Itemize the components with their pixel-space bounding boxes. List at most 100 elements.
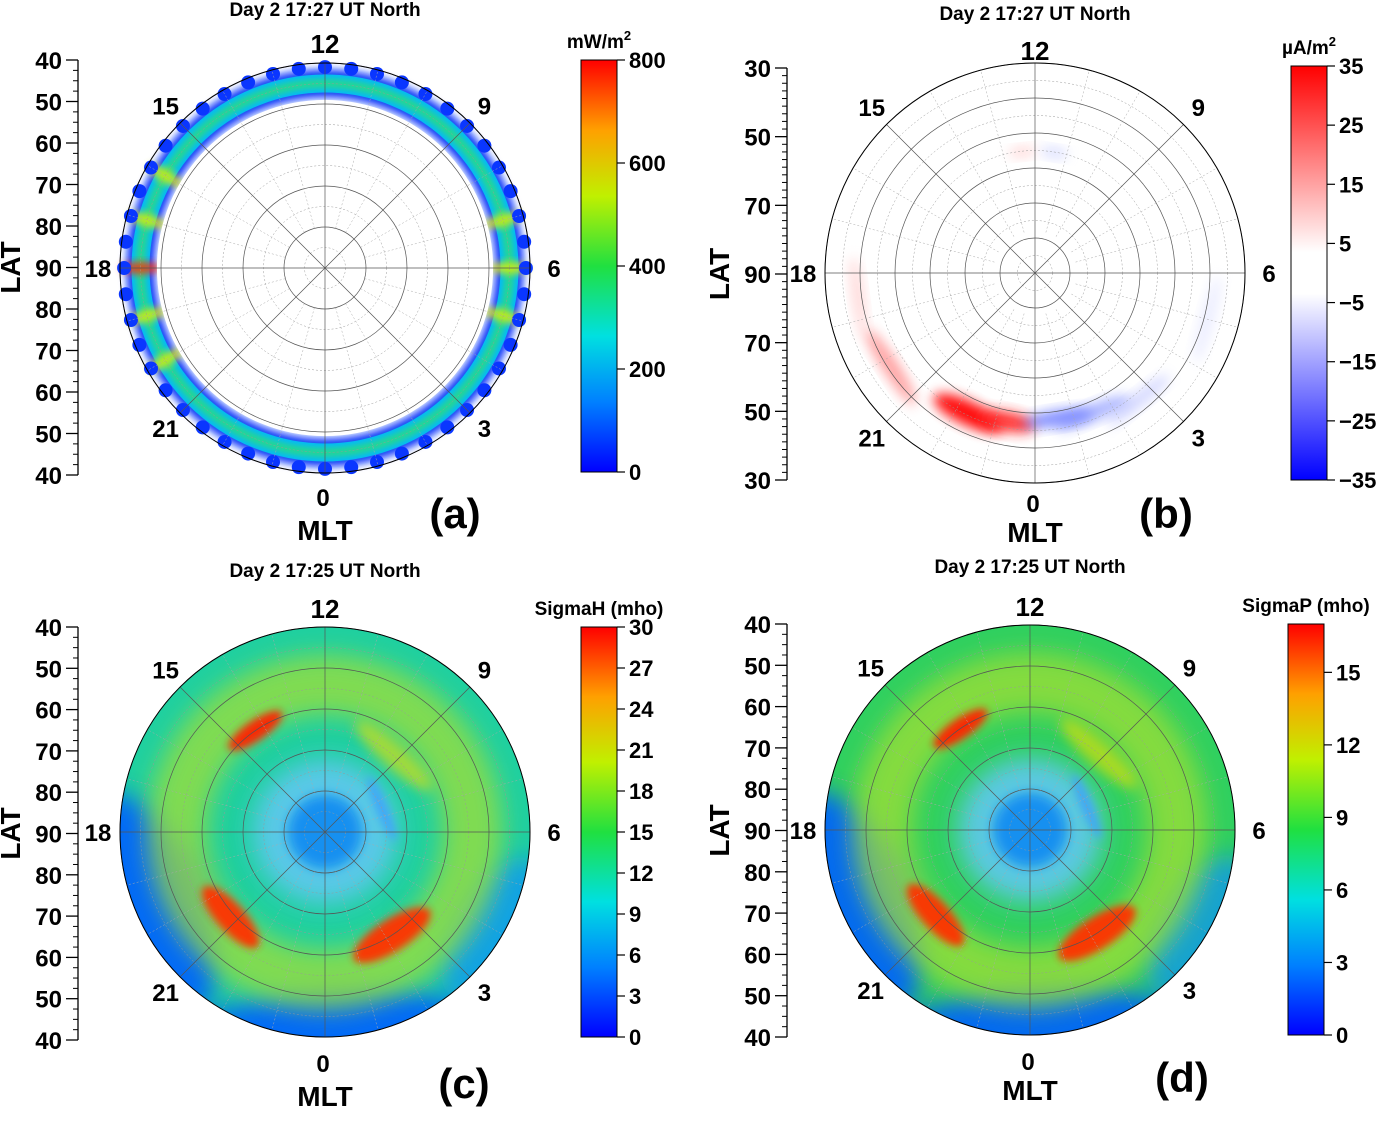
mlt-grid-spoke-minor — [360, 165, 503, 248]
lat-tick-label: 80 — [35, 863, 62, 890]
mlt-grid-spoke-minor — [1075, 283, 1238, 328]
lat-tick-label: 50 — [744, 125, 771, 152]
lat-tick-label: 30 — [744, 56, 771, 83]
mlt-grid-spoke — [324, 267, 471, 414]
flux-ring-edge — [491, 160, 506, 175]
mlt-grid-spoke-minor — [271, 633, 315, 793]
colorbar-tick-label: 3 — [1336, 950, 1348, 975]
polar-outline — [824, 62, 1246, 484]
mlt-label-0: 0 — [1026, 491, 1039, 518]
mlt-grid-spoke-minor — [832, 218, 995, 263]
flux-ring-edge — [418, 87, 433, 102]
colorbar-tick-label: −15 — [1339, 350, 1376, 375]
fac-dayside-up — [1008, 146, 1037, 158]
mlt-grid-spoke — [1029, 829, 1176, 976]
mlt-grid-spoke-minor — [147, 165, 290, 248]
lat-tick-label: 90 — [35, 822, 62, 849]
lat-tick-label: 50 — [35, 987, 62, 1014]
mlt-label-15: 15 — [152, 657, 179, 684]
mlt-grid-spoke-minor — [832, 283, 995, 328]
mlt-label-12: 12 — [1016, 592, 1045, 622]
mlt-label-0: 0 — [316, 1051, 329, 1078]
flux-ring-edge — [440, 101, 455, 116]
mlt-grid-spoke-minor — [980, 313, 1025, 476]
mlt-grid-spoke-minor — [147, 729, 290, 812]
lat-axis-title: LAT — [704, 248, 735, 300]
colorbar-tick-label: 600 — [629, 151, 666, 176]
mlt-grid-spoke-minor — [147, 288, 290, 371]
mlt-grid-spoke — [324, 686, 471, 833]
panel-label: (b) — [1139, 490, 1193, 537]
mlt-grid-spoke — [179, 122, 326, 269]
mlt-grid-spoke-minor — [1065, 850, 1208, 933]
mlt-grid-spoke-minor — [271, 871, 315, 1031]
mlt-grid-spoke-minor — [980, 70, 1025, 233]
mlt-axis-title: MLT — [1002, 1075, 1057, 1106]
lat-tick-label: 80 — [35, 214, 62, 241]
mlt-grid-spoke-minor — [271, 307, 315, 467]
flux-ring-edge — [217, 434, 232, 449]
mlt-grid-spoke-minor — [345, 303, 428, 446]
mlt-grid-spoke — [1029, 684, 1176, 831]
lat-tick-label: 50 — [35, 90, 62, 117]
mlt-grid-spoke-minor — [222, 90, 305, 233]
mlt-grid-spoke-minor — [360, 729, 503, 812]
lat-tick-label: 70 — [35, 173, 62, 200]
mlt-grid-spoke-minor — [364, 214, 524, 258]
flux-ring-edge — [158, 138, 173, 153]
mlt-grid-spoke-minor — [1040, 869, 1084, 1029]
colorbar-tick-label: 15 — [1339, 172, 1363, 197]
mlt-grid-spoke-minor — [976, 869, 1020, 1029]
lat-tick-label: 70 — [35, 904, 62, 931]
polar-outline — [824, 624, 1236, 1036]
mlt-grid-spoke-minor — [345, 867, 428, 1010]
high-conductance-premidnight — [906, 883, 965, 947]
low-conductance-midnight — [185, 989, 486, 1037]
lat-tick-label: 40 — [35, 463, 62, 490]
lat-tick-label: 60 — [35, 380, 62, 407]
mlt-label-9: 9 — [478, 657, 491, 684]
low-conductance-midnight — [890, 987, 1191, 1035]
mlt-grid-spoke-minor — [831, 840, 991, 884]
lat-tick-label: 70 — [744, 193, 771, 220]
mlt-grid-spoke-minor — [147, 852, 290, 935]
lat-tick-label: 30 — [744, 468, 771, 495]
colorbar — [580, 626, 618, 1038]
colorbar-tick-label: 400 — [629, 254, 666, 279]
mlt-grid-spoke-minor — [1050, 865, 1133, 1008]
panel-title: Day 2 17:25 UT North — [229, 561, 420, 582]
mlt-grid-spoke-minor — [126, 842, 286, 886]
mlt-label-6: 6 — [1252, 818, 1265, 845]
colorbar-tick-label: 12 — [1336, 733, 1360, 758]
colorbar-tick-label: 5 — [1339, 231, 1351, 256]
mlt-grid-spoke-minor — [335, 69, 379, 229]
mlt-grid-spoke — [886, 124, 1036, 274]
colorbar-title: µA/m2 — [1282, 34, 1336, 59]
panel-label: (c) — [438, 1060, 489, 1107]
mlt-grid-spoke-minor — [1069, 776, 1229, 820]
panel-title: Day 2 17:25 UT North — [934, 557, 1125, 578]
mlt-label-18: 18 — [790, 818, 817, 845]
colorbar-tick-label: 12 — [629, 861, 653, 886]
colorbar-tick-label: 800 — [629, 48, 666, 73]
lat-tick-label: 50 — [744, 653, 771, 680]
mlt-grid-spoke-minor — [1050, 652, 1133, 795]
mlt-grid-spoke-minor — [853, 167, 999, 253]
flux-ring-edge — [217, 87, 232, 102]
lat-tick-label: 50 — [35, 656, 62, 683]
mlt-grid-spoke — [179, 831, 326, 978]
mlt-grid-spoke-minor — [360, 288, 503, 371]
mlt-label-6: 6 — [547, 256, 560, 283]
mlt-label-21: 21 — [858, 425, 885, 452]
mlt-label-15: 15 — [152, 93, 179, 120]
lat-tick-label: 80 — [35, 297, 62, 324]
colorbar-tick-label: 21 — [629, 738, 653, 763]
mlt-grid-spoke-minor — [335, 307, 379, 467]
mlt-grid-spoke-minor — [345, 90, 428, 233]
mlt-grid-spoke-minor — [364, 842, 524, 886]
conductance-layers — [825, 625, 1235, 1035]
mlt-label-12: 12 — [1021, 36, 1050, 66]
lat-tick-label: 70 — [35, 339, 62, 366]
